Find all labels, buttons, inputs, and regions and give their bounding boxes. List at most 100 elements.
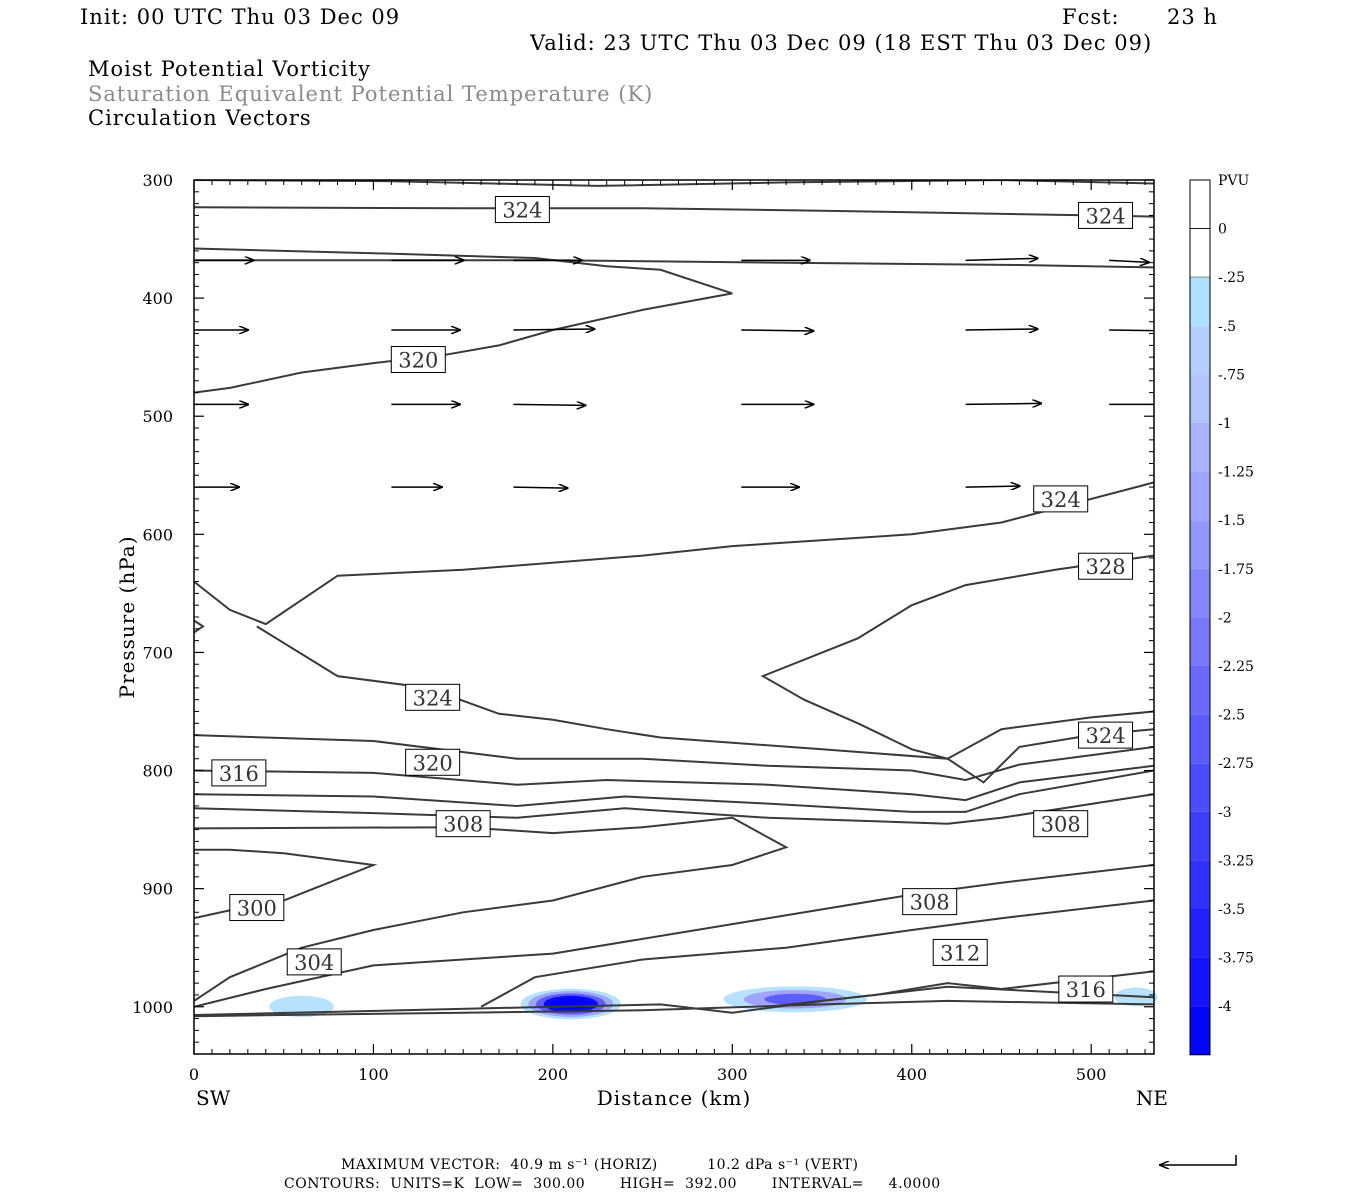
contour-label-box-8: [211, 759, 267, 787]
contour-label-6: 324: [1086, 724, 1126, 748]
contour-label-13: 308: [910, 891, 950, 915]
circulation-vectors: [194, 258, 1154, 488]
colorbar-cell-0: [1189, 179, 1211, 229]
theta-es-contour-17: [194, 985, 1154, 1016]
colorbar-cell-15: [1190, 909, 1210, 958]
theta-es-contour-12: [194, 816, 789, 1002]
y-tick-label-3: 600: [142, 525, 173, 544]
contour-label-2: 320: [398, 349, 438, 373]
theta-es-contour-5: [194, 619, 205, 634]
colorbar-label-12: -3: [1218, 805, 1232, 821]
colorbar-cell-11: [1190, 714, 1210, 764]
colorbar-label-14: -3.5: [1218, 902, 1245, 918]
x-axis-title: Distance (km): [597, 1086, 752, 1110]
contour-label-7: 320: [413, 751, 453, 775]
contour-label-box-7: [405, 748, 461, 776]
colorbar-cell-12: [1190, 763, 1210, 812]
contour-label-box-3: [1033, 485, 1089, 513]
wind-vector-3-2: [513, 487, 567, 488]
theta-es-contour-10: [194, 769, 1154, 813]
wind-vector-1-2: [513, 329, 594, 330]
colorbar-label-10: -2.5: [1218, 708, 1245, 724]
colorbar-label-8: -2: [1218, 610, 1232, 626]
wind-vector-0-4: [965, 258, 1038, 260]
contour-label-14: 312: [940, 941, 980, 965]
x-tick-label-4: 400: [896, 1065, 927, 1084]
colorbar-cell-10: [1190, 666, 1210, 715]
colorbar-label-3: -.75: [1218, 367, 1245, 383]
contour-label-1: 324: [1086, 204, 1126, 228]
theta-es-contour-8: [194, 734, 1154, 782]
contour-label-box-11: [229, 894, 285, 922]
theta-es-contour-15: [480, 899, 1154, 1008]
colorbar-label-2: -.5: [1218, 319, 1236, 335]
theta-es-contour-9: [194, 764, 1154, 802]
contour-label-box-2: [390, 346, 446, 374]
contour-label-box-9: [435, 810, 491, 838]
y-tick-label-1: 400: [142, 289, 173, 308]
colorbar-cell-4: [1190, 374, 1210, 423]
reference-vector: [1160, 1155, 1237, 1165]
x-tick-label-5: 500: [1076, 1065, 1107, 1084]
colorbar-cell-7: [1190, 520, 1210, 569]
y-tick-label-5: 800: [142, 762, 173, 781]
wind-vector-1-3: [741, 330, 813, 331]
colorbar-label-9: -2.25: [1218, 659, 1254, 675]
colorbar-cell-14: [1190, 860, 1210, 909]
colorbar-cell-13: [1190, 811, 1210, 861]
theta-es-contour-1: [194, 206, 1154, 218]
contour-label-5: 324: [413, 686, 453, 710]
colorbar-cell-9: [1190, 617, 1210, 666]
y-tick-label-4: 700: [142, 643, 173, 662]
wind-vector-2-4: [965, 403, 1042, 404]
colorbar-cell-6: [1190, 471, 1210, 521]
colorbar-cell-8: [1190, 568, 1210, 618]
wind-vector-0-5: [1109, 260, 1149, 262]
theta-es-contour-4: [194, 481, 1154, 626]
x-tick-label-3: 300: [717, 1065, 748, 1084]
contour-label-12: 304: [294, 951, 334, 975]
y-axis-title: Pressure (hPa): [115, 536, 139, 699]
theta-es-contour-11: [194, 793, 1154, 825]
axis-labels: Pressure (hPa) Distance (km) SW NE: [115, 536, 1168, 1110]
axis-ticks: 300 400 500 600 700 800 900 1000 0 100 200 300 400 50…: [132, 171, 1154, 1084]
colorbar-label-0: 0: [1218, 222, 1227, 238]
wind-vector-3-4: [965, 486, 1020, 487]
colorbar-frame: [1189, 179, 1211, 1056]
theta-es-contour-14: [194, 864, 1154, 1008]
contour-label-box-14: [932, 938, 988, 966]
contour-label-box-5: [405, 683, 461, 711]
contour-label-4: 328: [1086, 555, 1126, 579]
pvu-colorbar: PVU 0 -.25 -.5 -.75 -1 -1.25 -1.5 -1.75 -2 -2.25 -…: [1189, 173, 1254, 1056]
forecast-hour: 23 h: [1167, 5, 1218, 29]
init-time: Init: 00 UTC Thu 03 Dec 09: [80, 5, 401, 29]
x-right-end-label: NE: [1136, 1086, 1168, 1110]
colorbar-label-7: -1.75: [1218, 562, 1254, 578]
contour-label-box-4: [1078, 552, 1134, 580]
x-tick-label-2: 200: [538, 1065, 569, 1084]
contour-label-15: 316: [1066, 978, 1106, 1002]
contour-label-box-10: [1033, 810, 1089, 838]
contour-label-box-6: [1078, 721, 1134, 749]
contour-label-3: 324: [1041, 488, 1081, 512]
contour-label-9: 308: [443, 813, 483, 837]
wind-vector-1-4: [965, 329, 1038, 330]
colorbar-label-11: -2.75: [1218, 756, 1254, 772]
contour-info: CONTOURS: UNITS=K LOW= 300.00 HIGH= 392.…: [284, 1176, 941, 1192]
theta-es-contours: [194, 180, 1154, 1018]
y-tick-label-7: 1000: [132, 998, 173, 1017]
y-tick-label-2: 500: [142, 407, 173, 426]
colorbar-cell-3: [1190, 325, 1210, 375]
theta-es-contour-6: [760, 554, 1154, 760]
contour-label-box-15: [1058, 975, 1114, 1003]
x-left-end-label: SW: [196, 1086, 231, 1110]
contour-label-10: 308: [1041, 813, 1081, 837]
colorbar-cell-16: [1190, 957, 1210, 1007]
y-tick-label-0: 300: [142, 171, 173, 190]
field-title-circulation: Circulation Vectors: [88, 106, 312, 130]
valid-time: Valid: 23 UTC Thu 03 Dec 09 (18 EST Thu …: [530, 31, 1153, 55]
contour-label-8: 316: [219, 762, 259, 786]
colorbar-title: PVU: [1218, 173, 1250, 189]
colorbar-cell-5: [1190, 423, 1210, 472]
